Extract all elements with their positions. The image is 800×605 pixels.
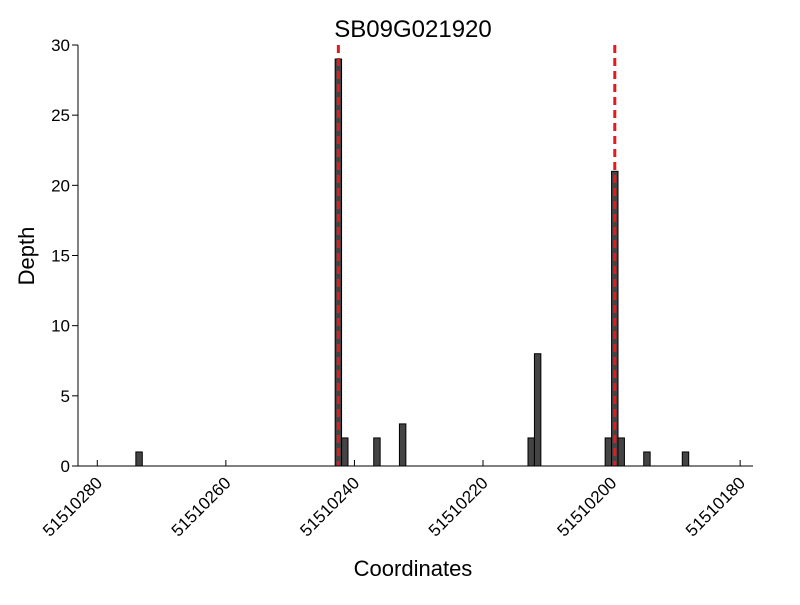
y-tick-label: 15 <box>51 247 70 266</box>
bar <box>135 451 143 467</box>
bar <box>334 58 343 467</box>
x-tick-label: 51510240 <box>296 473 363 540</box>
y-tick-label: 0 <box>61 457 70 476</box>
y-tick-label: 25 <box>51 106 70 125</box>
y-tick-label: 5 <box>61 387 70 406</box>
chart-title: SB09G021920 <box>334 16 491 43</box>
x-tick-label: 51510260 <box>168 473 235 540</box>
y-tick-label: 30 <box>51 36 70 55</box>
bar <box>604 437 613 467</box>
bar <box>373 437 381 467</box>
x-tick-label: 51510200 <box>553 473 620 540</box>
bar <box>527 437 535 467</box>
bar <box>533 353 542 467</box>
bar <box>643 451 651 467</box>
x-axis-label: Coordinates <box>354 556 473 581</box>
bar <box>681 451 690 467</box>
x-tick-label: 51510280 <box>39 473 106 540</box>
bar <box>617 437 625 467</box>
bar <box>341 437 349 467</box>
y-tick-label: 20 <box>51 176 70 195</box>
x-tick-label: 51510220 <box>425 473 492 540</box>
bar <box>398 423 407 467</box>
y-axis-label: Depth <box>14 227 39 286</box>
x-tick-label: 51510180 <box>682 473 749 540</box>
y-tick-label: 10 <box>51 317 70 336</box>
